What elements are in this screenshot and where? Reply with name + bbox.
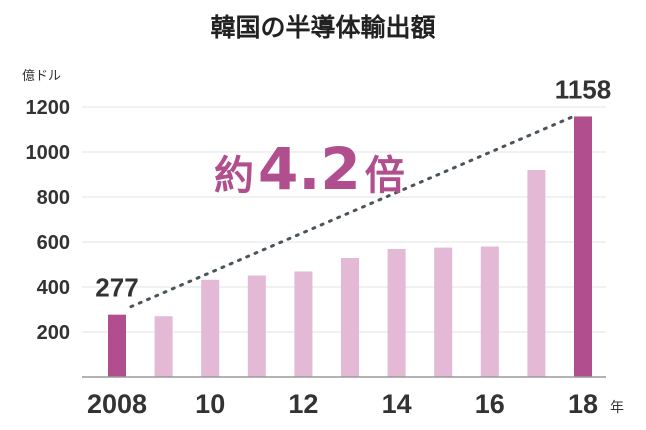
y-tick-label: 800 xyxy=(37,187,70,209)
y-tick-label: 1200 xyxy=(26,97,71,119)
bar-2017 xyxy=(527,170,546,377)
x-tick-label: 10 xyxy=(195,389,225,419)
bar-2012 xyxy=(294,271,313,377)
x-axis-unit: 年 xyxy=(610,400,624,416)
growth-annotation-suffix: 倍 xyxy=(365,153,405,199)
y-tick-label: 1000 xyxy=(26,142,71,164)
bar-2008 xyxy=(108,314,126,377)
gridlines xyxy=(82,106,606,333)
y-axis-unit: 億ドル xyxy=(22,68,61,84)
growth-annotation: 約4.2 倍 xyxy=(214,135,405,203)
bar-2013 xyxy=(341,257,359,377)
bar-2009 xyxy=(154,316,173,377)
growth-annotation-prefix: 約 xyxy=(214,153,254,199)
data-label-2018: 1158 xyxy=(555,74,611,104)
data-label-2008: 277 xyxy=(95,273,138,303)
bar-2016 xyxy=(480,246,499,377)
y-tick-label: 400 xyxy=(37,277,70,299)
x-tick-label: 16 xyxy=(475,389,505,419)
bar-2011 xyxy=(247,275,266,377)
x-tick-label: 14 xyxy=(382,389,412,419)
bar-2014 xyxy=(387,248,406,377)
x-tick-labels: 2008 10 12 14 16 18 xyxy=(87,389,598,419)
x-tick-label: 2008 xyxy=(87,389,147,419)
bar-2010 xyxy=(201,279,220,377)
bars xyxy=(108,116,592,377)
x-tick-label: 12 xyxy=(288,389,318,419)
bar-2018 xyxy=(574,116,592,377)
data-labels: 277 1158 xyxy=(95,74,611,302)
y-tick-label: 600 xyxy=(37,232,70,254)
growth-annotation-number: 4.2 xyxy=(258,135,361,203)
chart-title: 韓国の半導体輸出額 xyxy=(210,13,435,42)
x-tick-label: 18 xyxy=(568,389,598,419)
bar-2015 xyxy=(434,247,453,377)
y-tick-label: 200 xyxy=(37,322,70,344)
y-tick-labels: 200 400 600 800 1000 1200 xyxy=(26,97,71,344)
trend-line xyxy=(129,115,573,309)
